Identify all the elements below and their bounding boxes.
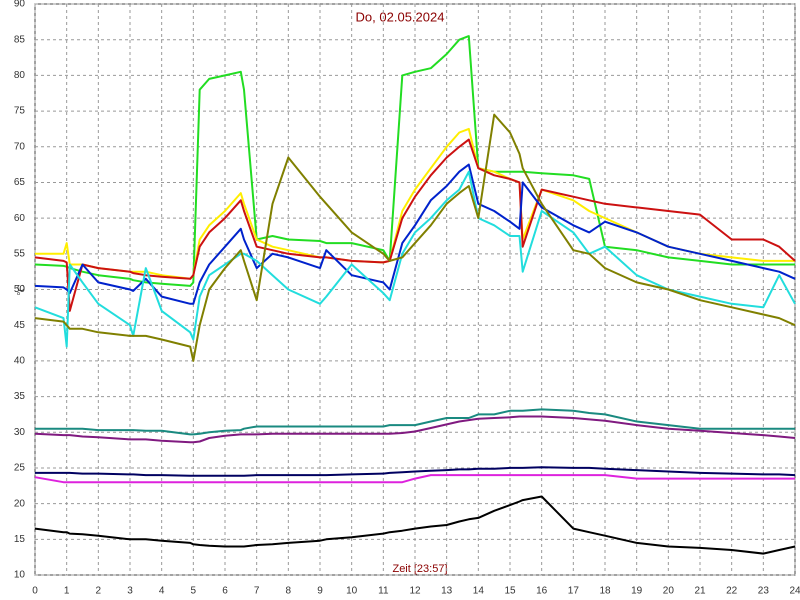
y-tick-label: 40 — [14, 356, 26, 367]
series-line — [34, 415, 796, 444]
y-tick-label: 55 — [14, 248, 26, 259]
x-tick-label: 18 — [599, 586, 611, 597]
series-line — [34, 495, 796, 555]
x-tick-label: 14 — [473, 586, 485, 597]
series-line — [34, 113, 796, 362]
y-tick-label: 65 — [14, 177, 26, 188]
y-tick-label: 45 — [14, 320, 26, 331]
x-axis-label: Zeit [23:57] — [392, 563, 447, 575]
x-tick-label: 23 — [758, 586, 770, 597]
y-tick-label: 10 — [14, 570, 26, 581]
x-tick-label: 21 — [694, 586, 706, 597]
x-tick-label: 16 — [536, 586, 548, 597]
x-tick-label: 6 — [222, 586, 228, 597]
x-tick-label: 2 — [96, 586, 102, 597]
x-tick-label: 1 — [64, 586, 70, 597]
y-tick-label: 25 — [14, 463, 26, 474]
y-tick-label: 80 — [14, 70, 26, 81]
series-line — [34, 163, 796, 305]
series-line — [34, 170, 796, 348]
x-tick-label: 19 — [631, 586, 643, 597]
series-line — [35, 466, 796, 477]
x-tick-label: 7 — [254, 586, 260, 597]
y-tick-label: 15 — [14, 534, 26, 545]
y-tick-label: 30 — [14, 427, 26, 438]
series-line — [34, 474, 795, 484]
y-tick-label: 50 — [14, 284, 26, 295]
x-tick-label: 4 — [159, 586, 165, 597]
x-tick-label: 17 — [568, 586, 580, 597]
x-tick-label: 20 — [663, 586, 675, 597]
y-tick-label: 75 — [14, 106, 26, 117]
x-tick-label: 11 — [378, 586, 389, 597]
series-line — [34, 138, 796, 312]
y-tick-label: 70 — [14, 141, 26, 152]
x-tick-label: 9 — [317, 586, 323, 597]
x-tick-label: 24 — [789, 586, 800, 597]
y-tick-label: 35 — [14, 391, 26, 402]
x-tick-label: 3 — [127, 586, 133, 597]
y-tick-label: 85 — [14, 34, 26, 45]
x-tick-label: 10 — [346, 586, 358, 597]
y-tick-label: 20 — [14, 498, 26, 509]
x-tick-label: 15 — [504, 586, 516, 597]
x-tick-label: 12 — [409, 586, 421, 597]
x-tick-label: 8 — [286, 586, 292, 597]
chart-title: Do, 02.05.2024 — [356, 9, 445, 24]
y-tick-label: 90 — [14, 0, 26, 10]
x-tick-label: 5 — [191, 586, 197, 597]
x-tick-label: 0 — [32, 586, 38, 597]
x-tick-label: 13 — [441, 586, 453, 597]
y-tick-label: 60 — [14, 213, 26, 224]
y-axis-label: °C — [17, 284, 28, 295]
x-tick-label: 22 — [726, 586, 738, 597]
series-line — [35, 408, 795, 436]
